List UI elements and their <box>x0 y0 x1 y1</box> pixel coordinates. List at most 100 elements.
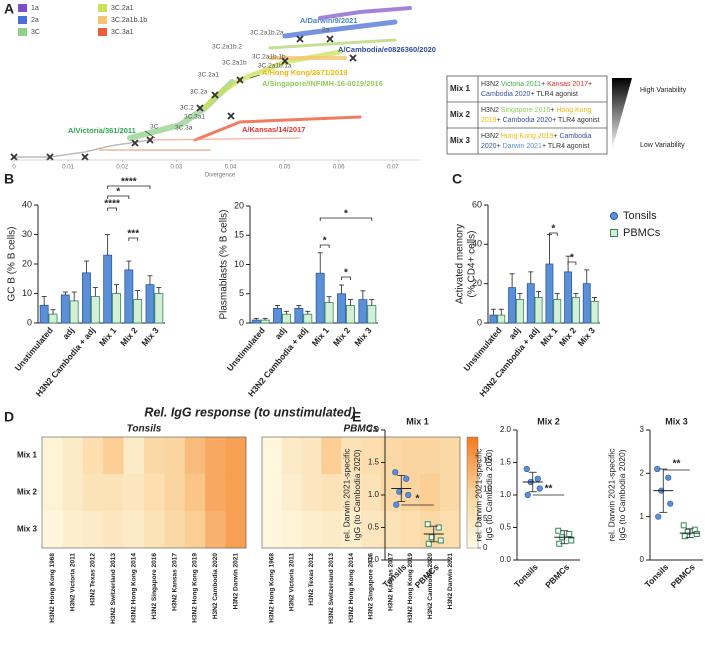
x-tick-label: Mix 3 <box>352 325 374 348</box>
heatmap-border <box>41 436 247 549</box>
mix-part: + TLR4 agonist <box>542 143 590 150</box>
data-point <box>392 469 399 476</box>
heatmap-subtitle: Tonsils <box>127 424 162 435</box>
x-tick-label: PBMCs <box>669 562 697 590</box>
bar <box>282 313 291 324</box>
heatmap-cell <box>420 474 441 512</box>
legend-swatch <box>18 28 27 36</box>
heatmap-cell <box>440 437 461 475</box>
strain-label: A/Darwin/9/2021 <box>300 16 358 25</box>
x-tick-label: adj <box>273 325 289 341</box>
y-axis-label: rel. Darwin 2021-specific <box>606 448 616 542</box>
heatmap-cell <box>184 474 206 512</box>
mix-part: Cambodia <box>559 133 591 140</box>
y-axis-label: Activated memory <box>455 224 466 304</box>
x-tick-label: Unstimulated <box>461 325 503 373</box>
data-point <box>428 534 435 541</box>
legend-label: 3C <box>31 29 40 36</box>
significance-bracket <box>128 237 139 241</box>
y-tick-label: 2.0 <box>368 425 380 434</box>
x-tick-label: 0.02 <box>116 165 128 171</box>
y-tick-label: 20 <box>234 200 244 210</box>
heatmap-cell <box>82 437 104 475</box>
x-tick-label: Tonsils <box>643 562 671 590</box>
heatmap-cell <box>301 474 322 512</box>
bar <box>69 300 79 324</box>
heatmap-cell <box>144 437 165 475</box>
mix-part: + <box>553 133 559 140</box>
y-axis-label: rel. Darwin 2021-specific <box>473 448 483 542</box>
legend-swatch <box>18 16 27 24</box>
y-tick-label: 0.0 <box>500 555 512 564</box>
panel-label: C <box>452 171 462 187</box>
bar <box>154 293 164 324</box>
heatmap-cell <box>400 474 421 512</box>
heatmap-cell <box>144 474 165 512</box>
strain-label: A/Cambodia/e0826360/2020 <box>338 45 436 54</box>
mix-part: Hong Kong 2019 <box>501 133 554 140</box>
significance-label: * <box>570 253 574 264</box>
data-point <box>667 500 674 507</box>
bar <box>497 314 506 324</box>
heatmap-cell <box>400 437 421 475</box>
bar <box>48 313 58 324</box>
row-label: Mix 3 <box>17 525 38 534</box>
data-point <box>681 533 688 540</box>
y-axis-label: IgG (to Cambodia 2020) <box>484 449 494 540</box>
heatmap-cell <box>361 474 382 512</box>
significance-label: * <box>116 187 120 198</box>
heatmap-subtitle: PBMCs <box>343 424 378 435</box>
legend-swatch <box>18 4 27 12</box>
bar <box>590 300 599 324</box>
y-tick-label: 1.0 <box>500 490 512 499</box>
data-point <box>654 465 661 473</box>
y-axis-label: (% CD4+ cells) <box>467 231 478 298</box>
row-label: Mix 2 <box>17 488 38 497</box>
x-tick-label: adj <box>60 325 76 341</box>
x-tick-label: Mix 1 <box>97 325 119 348</box>
mix-part: + TLR4 agonist <box>530 91 578 98</box>
heatmap-cell <box>82 511 104 549</box>
significance-label: **** <box>104 199 120 210</box>
bar <box>260 319 270 324</box>
heatmap-cell <box>123 474 145 512</box>
heatmap-cell <box>301 511 322 549</box>
bar <box>103 254 113 324</box>
mix-part: Hong Kong <box>556 107 591 114</box>
mix-part: Darwin 2021 <box>503 143 542 150</box>
y-axis-label: IgG (to Cambodia 2020) <box>617 449 627 540</box>
clade-label: 3C.2a <box>190 89 208 96</box>
data-point <box>424 521 431 528</box>
panel-label: E <box>352 409 361 425</box>
column-label: H3N2 Switzerland 2013 <box>328 553 335 624</box>
variability-low: Low Variability <box>640 142 685 149</box>
heatmap-cell <box>400 511 421 549</box>
bar <box>367 305 377 324</box>
significance-bracket <box>341 276 351 280</box>
heatmap-cell <box>103 474 124 512</box>
mix-part: 2020 <box>481 143 497 150</box>
mix-part: + <box>497 143 503 150</box>
plot-title: Mix 2 <box>537 416 560 426</box>
heatmap-cell <box>321 511 342 549</box>
bar <box>324 302 334 324</box>
bar <box>294 307 304 324</box>
column-label: H3N2 Hong Kong 2019 <box>192 553 199 623</box>
y-axis-label: rel. Darwin 2021-specific <box>341 448 351 542</box>
y-axis-label: Plasmablasts (% B cells) <box>219 209 230 319</box>
legend-label: 1a <box>31 5 39 12</box>
significance-bracket <box>107 185 151 189</box>
y-tick-label: 0 <box>640 555 645 564</box>
bar <box>337 293 346 324</box>
y-tick-label: 10 <box>22 288 32 298</box>
mix-label: Mix 1 <box>450 84 471 93</box>
variability-high: High Variability <box>640 87 687 94</box>
column-label: H3N2 Hong Kong 2019 <box>407 553 414 623</box>
heatmap-cell <box>321 474 342 512</box>
heatmap-cell <box>281 511 302 549</box>
heatmap-cell <box>361 511 382 549</box>
y-tick-label: 2.0 <box>500 425 512 434</box>
y-tick-label: 0 <box>27 317 32 327</box>
x-tick-label: Tonsils <box>512 562 540 590</box>
clade-label: 3C.2a1b <box>222 60 247 67</box>
